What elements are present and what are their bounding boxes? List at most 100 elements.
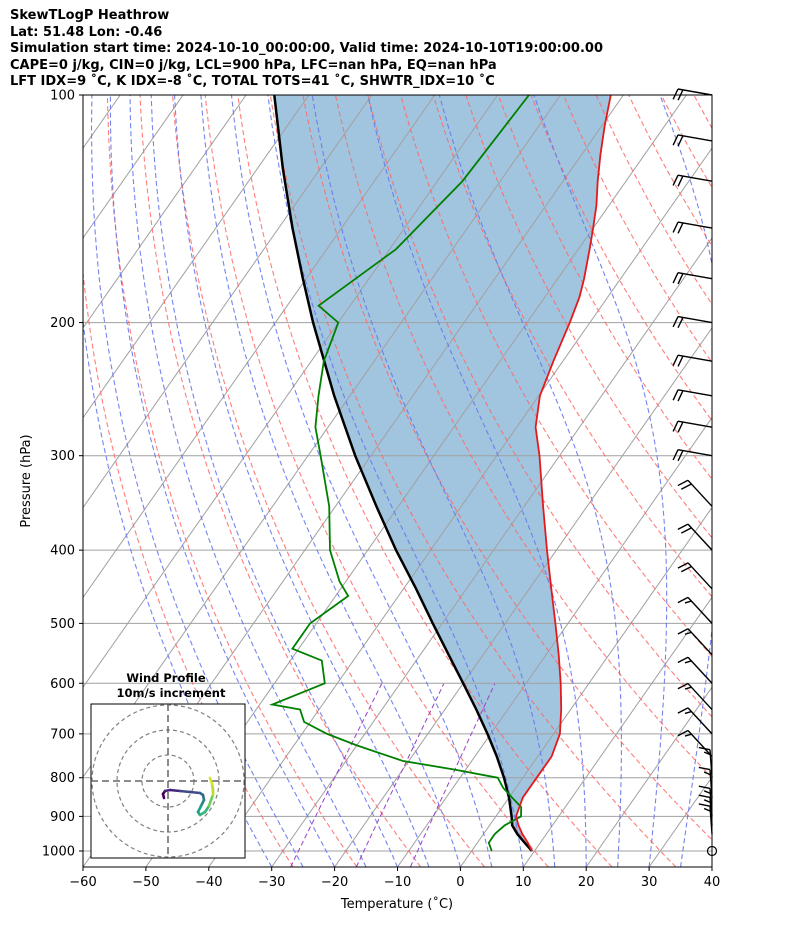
grid-lines: [83, 95, 712, 867]
x-tick-label: 10: [515, 875, 532, 890]
y-tick-label: 400: [50, 544, 75, 559]
wind-barbs: [672, 88, 718, 857]
indices-line-2: LFT IDX=9 ˚C, K IDX=-8 ˚C, TOTAL TOTS=41…: [10, 74, 495, 89]
barb-shaft: [677, 315, 713, 324]
wind-barb: [677, 628, 713, 656]
hodo-segment: [208, 776, 214, 786]
barb-shaft: [687, 683, 713, 711]
x-tick-label: −50: [132, 875, 159, 890]
barb-flag: [677, 390, 684, 402]
barb-flag: [703, 771, 711, 776]
x-tick-label: 0: [456, 875, 464, 890]
isotherm--130: [83, 95, 184, 239]
wind-barb: [672, 449, 713, 462]
barb-shaft: [677, 389, 713, 397]
dry-adiabat: [759, 95, 794, 867]
barb-flag: [684, 631, 692, 635]
isotherm--10: [397, 416, 712, 867]
isotherm-10: [522, 596, 712, 867]
barb-shaft: [677, 221, 713, 229]
temperature-line: [515, 95, 612, 852]
chart-title: SkewTLogP Heathrow: [10, 8, 170, 23]
wind-barb: [672, 134, 713, 147]
barb-flag: [698, 794, 711, 799]
chart-header: SkewTLogP Heathrow Lat: 51.48 Lon: -0.46…: [10, 8, 603, 91]
moist-adiabat: [711, 863, 712, 867]
moist-adiabat: [90, 95, 304, 867]
barb-flag: [672, 88, 679, 100]
x-tick-label: 30: [641, 875, 658, 890]
barb-flag: [677, 682, 689, 690]
barb-shaft: [677, 272, 713, 280]
barb-flag: [672, 316, 679, 328]
x-tick-label: −40: [195, 875, 222, 890]
y-tick-label: 1000: [42, 844, 75, 859]
mixing-ratio-line: [290, 683, 383, 867]
barb-flag: [684, 686, 692, 690]
barb-flag: [684, 660, 692, 664]
y-axis-label: Pressure (hPa): [19, 434, 34, 527]
wind-barb: [677, 656, 713, 684]
parcel-profile-line: [273, 95, 533, 852]
wind-barb: [672, 221, 713, 234]
isotherm--90: [83, 95, 436, 599]
x-tick-label: −30: [258, 875, 285, 890]
barb-flag: [677, 421, 684, 433]
barb-flag: [672, 134, 679, 146]
barb-flag: [684, 710, 692, 715]
barb-shaft: [687, 523, 713, 551]
barb-flag: [677, 273, 684, 285]
moist-adiabat: [659, 95, 712, 867]
wind-barb: [677, 596, 713, 624]
barb-flag: [680, 527, 692, 534]
moist-adiabat: [200, 95, 461, 867]
dry-adiabat: [727, 95, 794, 867]
barb-flag: [677, 523, 689, 531]
isotherm-30: [648, 776, 712, 867]
wind-barb: [672, 354, 713, 367]
y-tick-label: 900: [50, 810, 75, 825]
wind-barb: [672, 420, 713, 433]
dry-adiabat: [660, 95, 712, 189]
moist-adiabat: [150, 95, 399, 867]
barb-shaft: [687, 596, 713, 624]
hodo-segment: [188, 790, 202, 795]
dry-adiabat: [628, 95, 712, 247]
barb-flag: [677, 596, 689, 604]
dry-adiabat: [106, 95, 358, 867]
moist-adiabat: [438, 95, 622, 867]
isotherm--120: [83, 95, 247, 329]
barb-flag: [672, 174, 679, 186]
y-tick-label: 800: [50, 771, 75, 786]
indices-line-1: CAPE=0 j/kg, CIN=0 j/kg, LCL=900 hPa, LF…: [10, 57, 497, 73]
barb-flag: [677, 656, 689, 664]
wind-barb: [698, 803, 713, 835]
wind-barb: [672, 389, 713, 402]
barb-flag: [672, 354, 679, 366]
isotherm--100: [83, 95, 373, 509]
barb-flag: [680, 483, 692, 490]
moist-adiabat: [173, 95, 430, 867]
isotherm-40: [711, 866, 712, 867]
barb-flag: [698, 766, 711, 771]
barb-shaft: [677, 134, 713, 142]
wind-barb: [677, 562, 713, 590]
dry-adiabat: [563, 95, 712, 364]
moist-adiabat: [83, 316, 273, 867]
barb-flag: [677, 317, 684, 329]
dry-adiabat: [693, 95, 712, 130]
barb-flag: [698, 785, 711, 790]
adiabats: [83, 95, 794, 867]
mixing-ratio-line: [409, 683, 496, 867]
barb-flag: [677, 562, 689, 569]
dry-adiabat: [172, 95, 485, 867]
dry-adiabat: [269, 95, 677, 867]
y-tick-label: 100: [50, 89, 75, 104]
dry-adiabat: [204, 95, 549, 867]
x-tick-label: −20: [321, 875, 348, 890]
wind-profile-inset: Wind Profile 10m/s increment: [90, 671, 246, 859]
y-tick-label: 200: [50, 316, 75, 331]
y-tick-label: 600: [50, 677, 75, 692]
wind-barb: [672, 272, 713, 285]
